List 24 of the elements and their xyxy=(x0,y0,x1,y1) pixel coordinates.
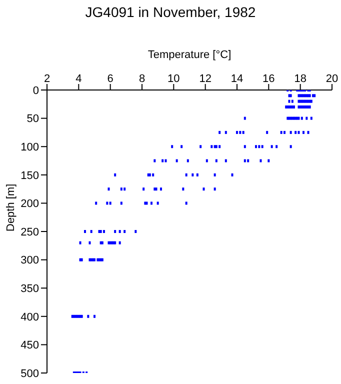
y-tick-label: 500 xyxy=(20,368,39,380)
y-tick-label: 250 xyxy=(20,226,39,238)
x-tick-label: 6 xyxy=(107,73,114,85)
chart-title: JG4091 in November, 1982 xyxy=(84,4,257,20)
x-tick-label: 20 xyxy=(326,73,338,85)
x-tick-label: 2 xyxy=(44,73,50,85)
x-tick-label: 8 xyxy=(138,73,146,85)
y-tick-label: 350 xyxy=(20,283,39,296)
x-tick-label: 14 xyxy=(230,73,244,85)
x-tick-label: 16 xyxy=(262,73,275,85)
y-tick-label: 150 xyxy=(20,170,39,182)
x-tick-label: 10 xyxy=(168,73,180,85)
y-tick-label: 0 xyxy=(32,84,39,97)
y-tick-label: 400 xyxy=(20,311,39,324)
x-tick-label: 4 xyxy=(76,73,82,85)
y-tick-label: 300 xyxy=(20,254,39,267)
x-axis-title: Temperature [°C] xyxy=(148,48,232,61)
y-tick-label: 200 xyxy=(20,198,39,210)
x-tick-label: 18 xyxy=(294,73,306,85)
y-axis-title: Depth [m] xyxy=(4,184,17,232)
y-tick-label: 100 xyxy=(20,142,39,154)
y-tick-label: 50 xyxy=(26,113,39,126)
x-tick-label: 12 xyxy=(199,73,212,85)
y-tick-label: 450 xyxy=(20,340,39,352)
